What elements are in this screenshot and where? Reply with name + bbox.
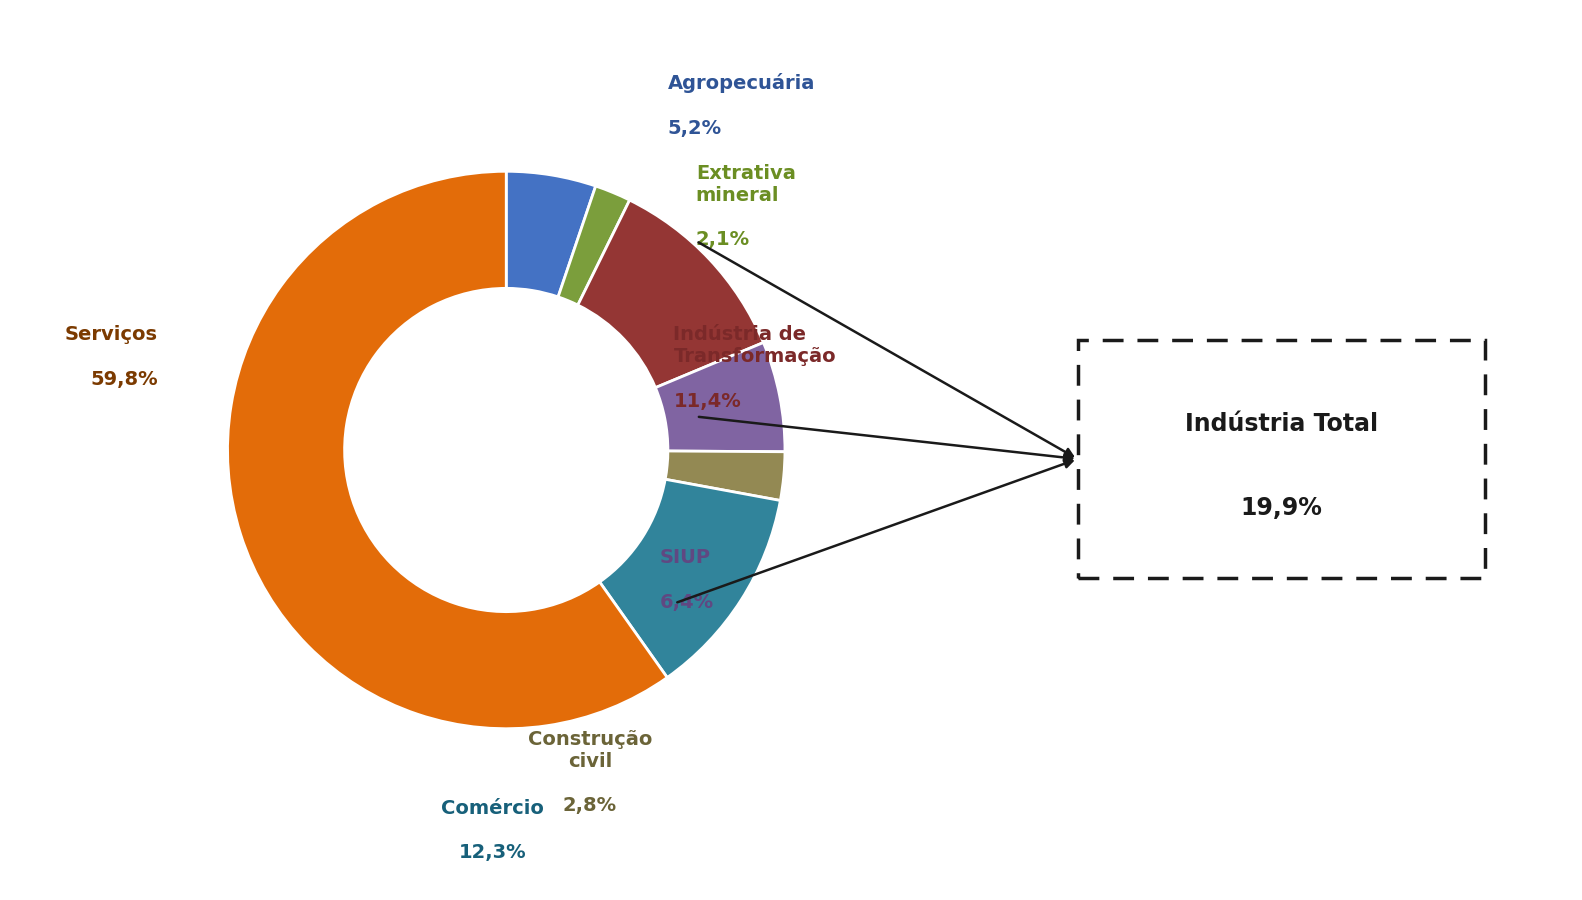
- Text: 2,8%: 2,8%: [563, 796, 617, 815]
- Wedge shape: [506, 171, 596, 297]
- Text: Comércio: Comércio: [441, 799, 544, 818]
- Wedge shape: [577, 200, 764, 388]
- Text: Extrativa
mineral: Extrativa mineral: [696, 164, 796, 204]
- Wedge shape: [655, 343, 785, 452]
- Text: Agropecuária: Agropecuária: [668, 73, 815, 94]
- Text: SIUP: SIUP: [660, 548, 710, 567]
- Text: 6,4%: 6,4%: [660, 593, 713, 612]
- Text: 12,3%: 12,3%: [459, 843, 527, 862]
- Text: 11,4%: 11,4%: [674, 392, 742, 411]
- Text: Construção
civil: Construção civil: [528, 730, 652, 770]
- Text: Serviços: Serviços: [65, 325, 158, 344]
- Wedge shape: [558, 186, 630, 305]
- Text: Indústria Total: Indústria Total: [1185, 412, 1378, 436]
- Wedge shape: [600, 480, 780, 678]
- Text: 59,8%: 59,8%: [90, 370, 158, 389]
- Text: 2,1%: 2,1%: [696, 230, 750, 249]
- FancyBboxPatch shape: [1077, 340, 1485, 578]
- Wedge shape: [664, 451, 785, 500]
- Text: 19,9%: 19,9%: [1240, 496, 1323, 519]
- Wedge shape: [228, 171, 668, 729]
- Text: 5,2%: 5,2%: [668, 119, 721, 138]
- Text: Indústria de
Transformação: Indústria de Transformação: [674, 326, 837, 366]
